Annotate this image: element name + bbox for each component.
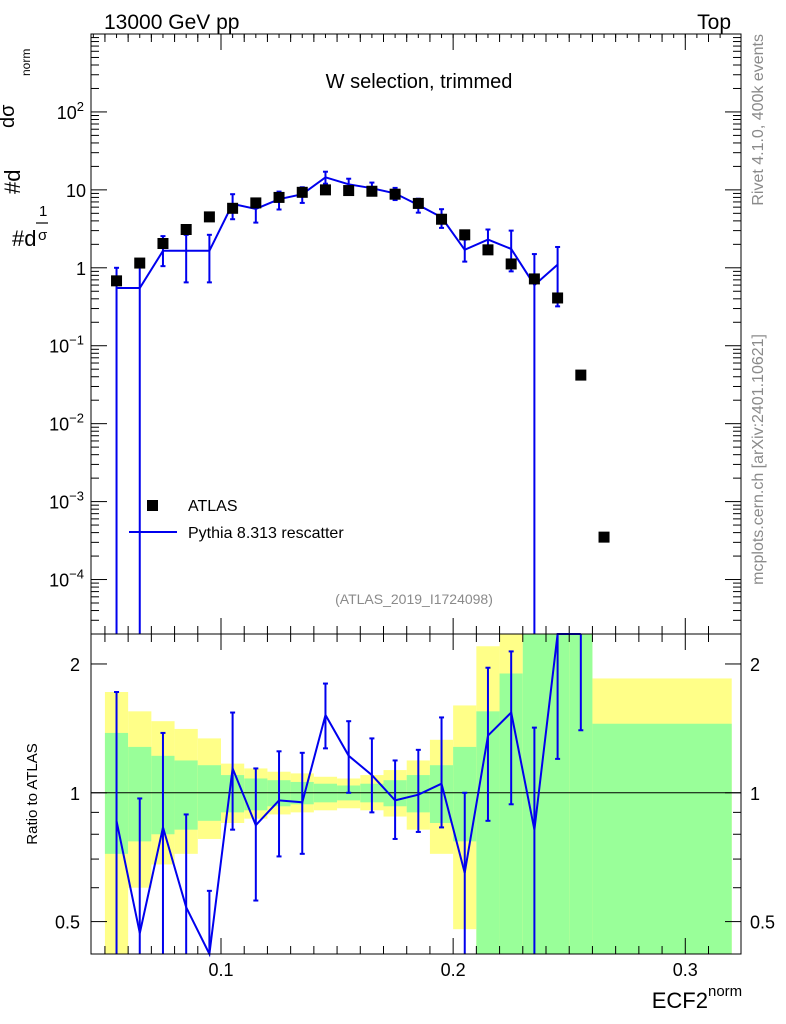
mc-line <box>116 176 559 289</box>
main-y-tick-label-exp: −2 <box>69 411 84 426</box>
main-y-axis-label: #d 1 σ #d dσ {d ECF2 norm <box>0 49 48 251</box>
atlas-data-point <box>436 213 448 225</box>
header-left-label: 13000 GeV pp <box>104 11 239 34</box>
atlas-data-point <box>389 188 401 200</box>
atlas-data-point <box>273 191 285 203</box>
main-mc-series <box>114 170 561 634</box>
ratio-inner-band-bin <box>128 746 152 842</box>
x-axis-label-sup: norm <box>708 983 742 1000</box>
atlas-data-point <box>203 211 215 223</box>
atlas-data-point <box>575 369 587 381</box>
y-label-d2: #d <box>0 170 25 194</box>
legend-atlas-label: ATLAS <box>188 498 238 515</box>
main-plot-frame <box>90 33 742 635</box>
legend: ATLAS Pythia 8.313 rescatter <box>129 498 344 542</box>
atlas-data-point <box>111 275 123 287</box>
legend-atlas-marker <box>147 500 158 511</box>
atlas-data-point <box>552 292 564 304</box>
y-label-norm-sup: norm <box>19 49 33 76</box>
ratio-y-tick-label-left: 2 <box>70 655 80 675</box>
y-label-d1: #d <box>12 226 36 251</box>
main-plot-title: W selection, trimmed <box>326 71 513 93</box>
atlas-data-point <box>528 273 540 285</box>
analysis-id-label: (ATLAS_2019_I1724098) <box>335 591 493 607</box>
ratio-inner-band-bin <box>569 634 593 954</box>
atlas-data-point <box>598 531 610 543</box>
ratio-y-tick-label-left: 1 <box>70 784 80 804</box>
main-y-tick-label: 10−1 <box>49 333 84 357</box>
main-y-tick-label: 102 <box>57 99 84 123</box>
ratio-plot-panel: 0.1 0.2 0.30.5 0.51 12 2 Ratio to ATLAS ECF2 … <box>24 633 775 1013</box>
ratio-inner-band-bin <box>174 760 198 830</box>
atlas-data-point <box>180 224 192 236</box>
ratio-tick-labels: 0.1 0.2 0.3 0.5 0.5 1 1 2 2 <box>55 655 775 980</box>
y-label-dsigma: dσ <box>0 104 19 128</box>
atlas-data-point <box>459 229 471 241</box>
ratio-x-tick-label: 0.2 <box>441 960 466 980</box>
main-y-tick-label-base: 10 <box>49 415 69 435</box>
main-y-tick-label: 1 <box>76 259 86 279</box>
main-y-tick-label-exp: −1 <box>69 333 84 348</box>
rivet-version-label: Rivet 4.1.0, 400k events <box>750 34 767 206</box>
atlas-data-point <box>134 257 146 269</box>
header-right-label: Top <box>697 11 731 34</box>
main-y-tick-label-base: 10 <box>57 103 77 123</box>
ratio-y-tick-label-right: 2 <box>750 655 760 675</box>
atlas-data-point <box>296 186 308 198</box>
atlas-data-point <box>250 197 262 209</box>
main-data-series <box>111 184 610 543</box>
ratio-x-tick-label: 0.3 <box>673 960 698 980</box>
atlas-data-point <box>505 258 517 270</box>
ratio-mc-series <box>114 633 584 958</box>
atlas-data-point <box>343 185 355 197</box>
y-label-one: 1 <box>39 203 47 220</box>
x-axis-label: ECF2 <box>652 988 708 1013</box>
legend-pythia-label: Pythia 8.313 rescatter <box>188 525 344 542</box>
ratio-x-tick-label: 0.1 <box>208 960 233 980</box>
main-y-tick-label: 10 <box>66 181 86 201</box>
x-axis-label-main: ECF2 <box>652 988 708 1013</box>
ratio-y-axis-label: Ratio to ATLAS <box>24 743 41 844</box>
main-y-tick-label-base: 10 <box>49 571 69 591</box>
atlas-data-point <box>227 202 239 214</box>
atlas-data-point <box>157 238 169 250</box>
main-y-tick-label: 10−3 <box>49 489 84 513</box>
atlas-data-point <box>412 197 424 209</box>
atlas-data-point <box>482 244 494 256</box>
ratio-inner-band-bin <box>592 723 732 954</box>
ratio-inner-band-bin <box>546 634 570 954</box>
main-y-tick-label: 10−4 <box>49 567 84 591</box>
ratio-ticks <box>91 634 741 954</box>
y-label-sigma: σ <box>38 227 48 244</box>
main-y-tick-label-exp: −4 <box>69 567 84 582</box>
ratio-y-tick-label-left: 0.5 <box>55 913 80 933</box>
main-y-tick-label-base: 10 <box>49 493 69 513</box>
main-y-tick-label-base: 10 <box>49 337 69 357</box>
main-y-ticks <box>91 33 741 635</box>
ratio-y-tick-label-right: 1 <box>750 784 760 804</box>
main-y-tick-label: 10−2 <box>49 411 84 435</box>
atlas-data-point <box>366 185 378 197</box>
ratio-y-tick-label-right: 0.5 <box>750 913 775 933</box>
atlas-data-point <box>319 184 331 196</box>
main-y-tick-label-exp: 2 <box>77 99 84 114</box>
main-y-tick-label-exp: −3 <box>69 489 84 504</box>
ratio-plot-frame <box>90 633 742 955</box>
mcplots-credit-label: mcplots.cern.ch [arXiv:2401.10621] <box>750 334 767 585</box>
